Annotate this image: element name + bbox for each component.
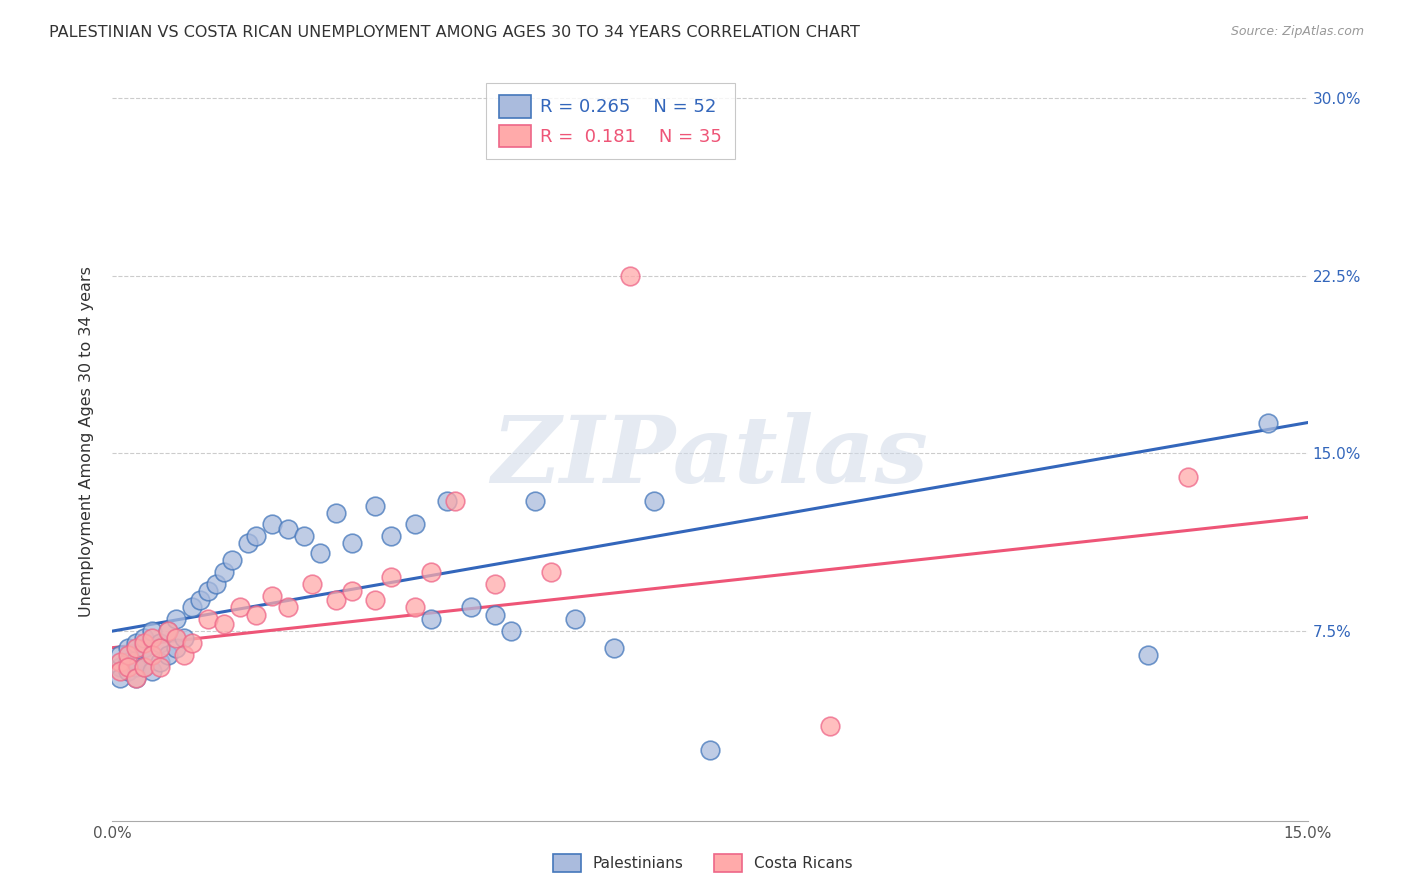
Point xyxy=(141,624,163,639)
Point xyxy=(325,506,347,520)
Point xyxy=(157,648,180,662)
Point xyxy=(197,583,219,598)
Point xyxy=(245,529,267,543)
Point xyxy=(364,593,387,607)
Point xyxy=(1177,470,1199,484)
Y-axis label: Unemployment Among Ages 30 to 34 years: Unemployment Among Ages 30 to 34 years xyxy=(79,266,94,617)
Point xyxy=(134,659,156,673)
Point xyxy=(1257,416,1279,430)
Point xyxy=(173,631,195,645)
Point xyxy=(173,648,195,662)
Point xyxy=(117,665,139,679)
Point xyxy=(149,655,172,669)
Point xyxy=(1137,648,1160,662)
Point xyxy=(110,659,132,673)
Text: ZIPatlas: ZIPatlas xyxy=(492,412,928,501)
Point xyxy=(157,624,180,639)
Text: PALESTINIAN VS COSTA RICAN UNEMPLOYMENT AMONG AGES 30 TO 34 YEARS CORRELATION CH: PALESTINIAN VS COSTA RICAN UNEMPLOYMENT … xyxy=(49,25,860,40)
Point xyxy=(245,607,267,622)
Point xyxy=(340,536,363,550)
Point xyxy=(499,624,522,639)
Point xyxy=(325,593,347,607)
Point xyxy=(301,576,323,591)
Point xyxy=(110,655,132,669)
Point xyxy=(141,665,163,679)
Point xyxy=(134,636,156,650)
Point xyxy=(125,640,148,655)
Point xyxy=(643,493,665,508)
Point xyxy=(564,612,586,626)
Point xyxy=(141,648,163,662)
Point xyxy=(308,546,330,560)
Point xyxy=(134,659,156,673)
Point xyxy=(364,499,387,513)
Point xyxy=(188,593,211,607)
Point xyxy=(340,583,363,598)
Legend: R = 0.265    N = 52, R =  0.181    N = 35: R = 0.265 N = 52, R = 0.181 N = 35 xyxy=(486,83,735,160)
Point xyxy=(165,640,187,655)
Point xyxy=(125,636,148,650)
Point xyxy=(460,600,482,615)
Point xyxy=(818,719,841,733)
Point xyxy=(484,607,506,622)
Point xyxy=(165,631,187,645)
Point xyxy=(149,640,172,655)
Point xyxy=(444,493,467,508)
Point xyxy=(236,536,259,550)
Point xyxy=(420,565,443,579)
Point xyxy=(117,655,139,669)
Point xyxy=(149,636,172,650)
Point xyxy=(125,659,148,673)
Point xyxy=(134,631,156,645)
Point xyxy=(117,640,139,655)
Point xyxy=(197,612,219,626)
Point xyxy=(292,529,315,543)
Point xyxy=(205,576,228,591)
Point xyxy=(404,517,426,532)
Text: Source: ZipAtlas.com: Source: ZipAtlas.com xyxy=(1230,25,1364,38)
Point xyxy=(125,672,148,686)
Point xyxy=(619,268,641,283)
Point xyxy=(277,522,299,536)
Point xyxy=(181,636,204,650)
Point xyxy=(523,493,546,508)
Point xyxy=(165,612,187,626)
Point xyxy=(212,565,235,579)
Point xyxy=(603,640,626,655)
Point xyxy=(181,600,204,615)
Legend: Palestinians, Costa Ricans: Palestinians, Costa Ricans xyxy=(546,846,860,880)
Point xyxy=(110,672,132,686)
Point xyxy=(420,612,443,626)
Point xyxy=(141,648,163,662)
Point xyxy=(404,600,426,615)
Point xyxy=(699,742,721,756)
Point xyxy=(221,553,243,567)
Point xyxy=(484,576,506,591)
Point xyxy=(110,665,132,679)
Point xyxy=(277,600,299,615)
Point xyxy=(260,589,283,603)
Point xyxy=(117,648,139,662)
Point xyxy=(117,659,139,673)
Point xyxy=(380,569,402,583)
Point xyxy=(125,672,148,686)
Point xyxy=(540,565,562,579)
Point xyxy=(125,652,148,666)
Point xyxy=(149,659,172,673)
Point xyxy=(229,600,252,615)
Point xyxy=(157,624,180,639)
Point xyxy=(260,517,283,532)
Point xyxy=(134,640,156,655)
Point xyxy=(380,529,402,543)
Point xyxy=(110,648,132,662)
Point xyxy=(436,493,458,508)
Point xyxy=(212,617,235,632)
Point xyxy=(141,631,163,645)
